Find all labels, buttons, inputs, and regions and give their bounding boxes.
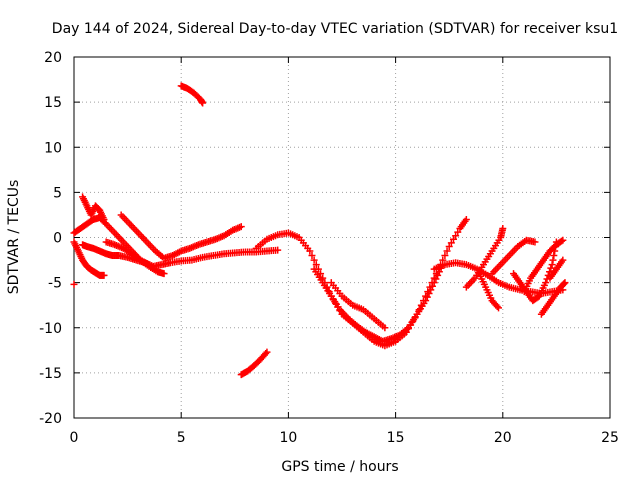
data-point <box>447 239 455 247</box>
data-point <box>452 232 460 240</box>
series-arc-13 <box>462 224 507 291</box>
data-point <box>542 279 550 287</box>
chart-title: Day 144 of 2024, Sidereal Day-to-day VTE… <box>52 21 618 37</box>
x-tick-label: 25 <box>601 430 619 446</box>
series-arc-15 <box>488 236 539 278</box>
data-point <box>493 302 501 310</box>
data-point <box>559 256 567 264</box>
series-arc-18 <box>537 279 569 318</box>
data-point <box>160 270 168 278</box>
x-tick-label: 20 <box>494 430 512 446</box>
data-point <box>434 271 442 279</box>
data-point <box>534 293 542 301</box>
series-arc-20 <box>70 280 78 288</box>
axis-ticks: 0 5 10 15 20 25 -20 -15 -10 -5 0 5 10 15 20 <box>39 50 619 446</box>
data-point <box>559 236 567 244</box>
y-tick-label: 0 <box>53 231 62 247</box>
data-point <box>443 247 451 255</box>
data-point <box>425 289 433 297</box>
data-point <box>100 215 108 223</box>
data-point <box>495 304 503 312</box>
data-point <box>454 228 462 236</box>
series-arc-10 <box>310 261 447 345</box>
data-point <box>70 280 78 288</box>
data-point <box>381 324 389 332</box>
data-point <box>427 286 435 294</box>
data-point <box>262 350 270 358</box>
y-tick-label: -10 <box>39 321 62 337</box>
data-point <box>306 247 314 255</box>
series-arc-8 <box>237 348 271 379</box>
x-tick-label: 15 <box>387 430 405 446</box>
data-series <box>70 82 569 379</box>
data-point <box>428 282 436 290</box>
data-point <box>422 297 430 305</box>
y-tick-label: -15 <box>39 366 62 382</box>
data-point <box>547 264 555 272</box>
data-point <box>462 215 470 223</box>
data-point <box>435 268 443 276</box>
data-point <box>145 261 153 269</box>
series-arc-5 <box>117 211 245 262</box>
data-point <box>499 224 507 232</box>
series-arc-17 <box>520 236 567 296</box>
grid-lines <box>74 57 610 418</box>
data-point <box>445 243 453 251</box>
data-point <box>549 256 557 264</box>
data-point <box>432 275 440 283</box>
data-point <box>561 279 569 287</box>
y-tick-label: -20 <box>39 411 62 427</box>
x-tick-label: 10 <box>279 430 297 446</box>
data-point <box>312 261 320 269</box>
data-point <box>423 293 431 301</box>
data-point <box>308 252 316 260</box>
series-arc-14 <box>475 270 503 312</box>
series-arc-19 <box>546 256 567 282</box>
data-point <box>550 252 558 260</box>
data-point <box>100 271 108 279</box>
data-point <box>531 238 539 246</box>
y-tick-label: -5 <box>48 276 62 292</box>
data-point <box>449 235 457 243</box>
y-tick-label: 5 <box>53 185 62 201</box>
data-point <box>237 223 245 231</box>
y-tick-label: 20 <box>44 50 62 66</box>
data-point <box>310 256 318 264</box>
data-point <box>430 279 438 287</box>
data-point <box>199 99 207 107</box>
series-arc-3 <box>70 238 108 279</box>
series-arc-4 <box>79 193 108 223</box>
x-tick-label: 0 <box>70 430 79 446</box>
y-tick-label: 10 <box>44 140 62 156</box>
x-axis-title: GPS time / hours <box>281 459 398 475</box>
data-point <box>560 280 568 288</box>
data-point <box>558 237 566 245</box>
series-arc-7 <box>177 82 207 107</box>
data-point <box>274 246 282 254</box>
data-point <box>548 261 556 269</box>
y-tick-label: 15 <box>44 95 62 111</box>
data-point <box>441 252 449 260</box>
series-arc-6 <box>102 238 153 269</box>
series-arc-11 <box>327 279 389 332</box>
data-point <box>263 348 271 356</box>
y-axis-title: SDTVAR / TECUs <box>6 180 22 295</box>
x-tick-label: 5 <box>177 430 186 446</box>
